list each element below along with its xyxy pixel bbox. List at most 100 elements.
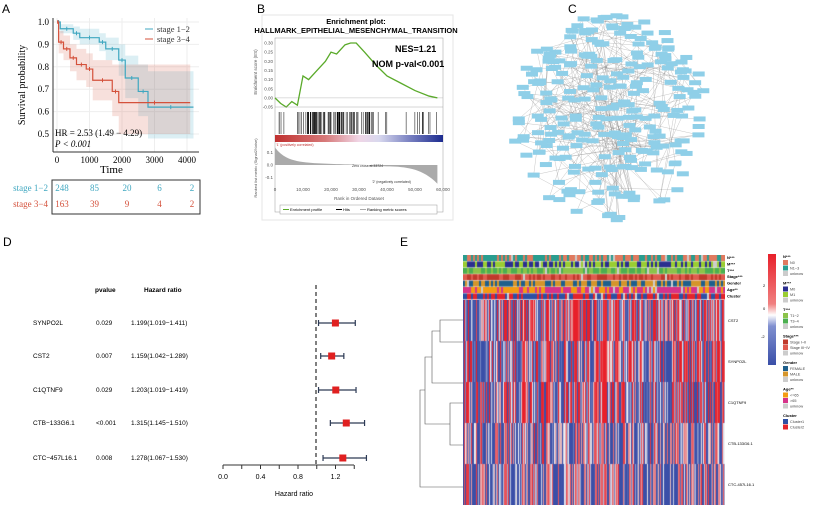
- gsea-x-tick: 20,000: [324, 187, 338, 192]
- network-node: [669, 160, 682, 166]
- forest-header-hr: Hazard ratio: [144, 287, 182, 294]
- network-edge: [628, 117, 643, 151]
- network-node: [643, 124, 656, 130]
- network-node: [509, 138, 522, 144]
- network-node: [692, 132, 705, 138]
- legend-item: Cluster2: [790, 426, 804, 430]
- network-node: [618, 99, 631, 105]
- legend-swatch: [783, 377, 788, 382]
- legend-swatch: [783, 424, 788, 430]
- legend-item: M0: [790, 288, 795, 292]
- network-node: [675, 149, 688, 155]
- network-node: [568, 163, 581, 169]
- network-node: [590, 82, 603, 88]
- network-node: [639, 115, 652, 121]
- forest-hr-text: 1.159(1.042−1.289): [131, 353, 188, 360]
- gsea-title-1: Enrichment plot:: [326, 17, 386, 26]
- forest-x-tick: 0.8: [293, 474, 303, 481]
- gsea-zero-cross: Zero cross at 33724: [352, 164, 383, 168]
- risk-table: [51, 179, 201, 215]
- scale-tick-0: 0: [763, 306, 766, 311]
- risk-value: 9: [125, 199, 130, 209]
- network-node: [539, 162, 552, 168]
- network-edge: [550, 55, 699, 75]
- gsea-pos-label: '1' (positively correlated): [276, 143, 314, 147]
- network-node: [697, 88, 710, 94]
- network-node: [564, 88, 577, 94]
- gsea-x-tick: 0: [274, 187, 277, 192]
- legend-title: N***: [783, 254, 791, 259]
- forest-hr-text: 1.278(1.067−1.530): [131, 455, 188, 462]
- km-x-label: Time: [100, 164, 123, 176]
- km-ci-band-0: [57, 22, 194, 139]
- km-plot: 0.5 0.6 0.7 0.8 0.9 1.0 0 1000 2000 3000 4000 Time…: [13, 17, 201, 215]
- network-node: [689, 93, 702, 99]
- network-node: [530, 67, 543, 73]
- network-node: [586, 138, 599, 144]
- network-node: [582, 166, 595, 172]
- network-node: [639, 76, 652, 82]
- network-node: [680, 54, 693, 60]
- network-node: [693, 116, 706, 122]
- network-edge: [540, 80, 584, 88]
- network-node: [687, 89, 700, 95]
- network-node: [649, 128, 662, 134]
- network-node: [629, 107, 642, 113]
- network-node: [655, 59, 668, 65]
- network-node: [622, 102, 635, 108]
- network-node: [571, 130, 584, 136]
- network-node: [632, 41, 645, 47]
- legend-item: Stage III−IV: [790, 346, 810, 350]
- km-y-tick: 0.8: [38, 62, 50, 72]
- legend-swatch: [783, 371, 788, 377]
- network-node: [623, 122, 636, 128]
- dendrogram-branch: [419, 389, 463, 488]
- network-node: [595, 172, 608, 178]
- risk-value: 2: [190, 183, 195, 193]
- legend-swatch: [783, 313, 788, 318]
- forest-gene-label: CTB−133G6.1: [33, 420, 75, 427]
- network-node: [650, 144, 663, 150]
- network-node: [630, 50, 643, 56]
- gsea-y-tick: 0.25: [264, 50, 273, 55]
- annotation-label: Gender: [727, 281, 741, 286]
- legend-swatch: [783, 292, 788, 297]
- network-node: [596, 75, 609, 81]
- network-edge: [546, 107, 613, 146]
- panel-label-c: C: [568, 2, 577, 16]
- network-node: [653, 198, 666, 204]
- network-node: [565, 48, 578, 54]
- km-y-tick: 0.7: [38, 84, 50, 94]
- network-node: [564, 62, 577, 68]
- km-legend: stage 1−2 stage 3−4: [145, 24, 191, 44]
- network-node: [628, 194, 641, 200]
- risk-value: 85: [90, 183, 100, 193]
- network-node: [545, 131, 558, 137]
- legend-item: unknow: [790, 299, 803, 303]
- gsea-y-tick: 0.30: [264, 41, 273, 46]
- network-node: [676, 113, 689, 119]
- network-node: [544, 96, 557, 102]
- heatmap-row-label: SYNPO2L: [728, 359, 747, 364]
- heatmap-row-label: CTC-457L16.1: [728, 482, 755, 487]
- dendrogram-branch: [431, 330, 463, 384]
- network-node: [512, 116, 525, 122]
- panel-label-a: A: [2, 2, 10, 16]
- panel-label-b: B: [257, 2, 265, 16]
- network-node: [676, 171, 689, 177]
- network-node: [578, 96, 591, 102]
- network-node: [625, 137, 638, 143]
- network-node: [648, 113, 661, 119]
- heatmap-color-scale: [768, 254, 776, 365]
- gsea-pval: NOM p-val<0.001: [372, 59, 444, 69]
- network-node: [579, 28, 592, 34]
- network-edge: [597, 17, 607, 43]
- legend-swatch: [783, 419, 788, 424]
- legend-swatch: [783, 286, 788, 292]
- network-edge: [591, 65, 679, 89]
- network-node: [605, 166, 618, 172]
- network-node: [624, 157, 637, 163]
- km-p-text: P < 0.001: [54, 139, 91, 149]
- network-node: [639, 161, 652, 167]
- legend-swatch: [783, 271, 788, 276]
